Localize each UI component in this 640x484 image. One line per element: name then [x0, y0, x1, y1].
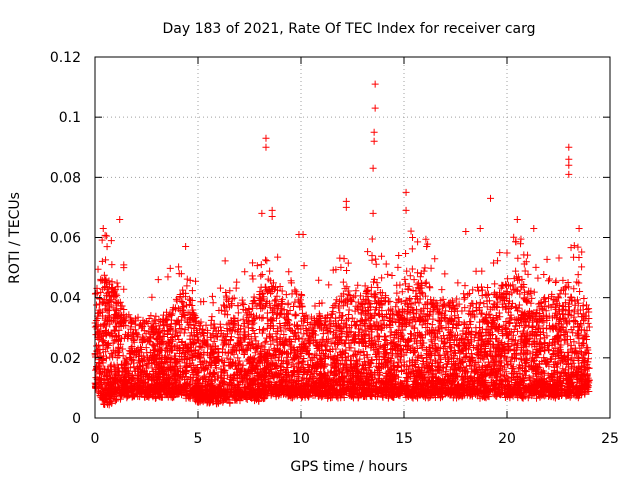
- data-point: [346, 306, 353, 313]
- data-point: [429, 316, 436, 323]
- scatter-points: [92, 81, 593, 409]
- data-point: [290, 303, 297, 310]
- data-point: [343, 283, 350, 290]
- data-point: [461, 296, 468, 303]
- data-point: [293, 312, 300, 319]
- chart-title: Day 183 of 2021, Rate Of TEC Index for r…: [162, 21, 535, 37]
- data-point: [566, 307, 573, 314]
- data-point: [531, 289, 538, 296]
- data-point: [257, 302, 264, 309]
- data-point: [292, 311, 299, 318]
- data-point: [466, 290, 473, 297]
- data-point: [406, 295, 413, 302]
- data-point: [512, 268, 519, 275]
- data-point: [541, 294, 548, 301]
- data-point: [182, 326, 189, 333]
- data-point: [387, 332, 394, 339]
- data-point: [415, 300, 422, 307]
- data-point: [410, 349, 417, 356]
- data-point: [240, 301, 247, 308]
- data-point: [203, 322, 210, 329]
- data-point: [340, 279, 347, 286]
- x-axis-label: GPS time / hours: [290, 459, 407, 475]
- data-point: [426, 284, 433, 291]
- data-point: [114, 280, 121, 287]
- data-point: [97, 289, 104, 296]
- data-point: [235, 309, 242, 316]
- data-point: [423, 279, 430, 286]
- data-point: [211, 338, 218, 345]
- data-point: [143, 344, 150, 351]
- data-point: [502, 325, 509, 332]
- y-axis-label: ROTI / TECUs: [7, 192, 23, 284]
- data-point: [272, 296, 279, 303]
- data-point: [283, 291, 290, 298]
- data-point: [422, 280, 429, 287]
- data-point: [236, 358, 243, 365]
- data-point: [352, 287, 359, 294]
